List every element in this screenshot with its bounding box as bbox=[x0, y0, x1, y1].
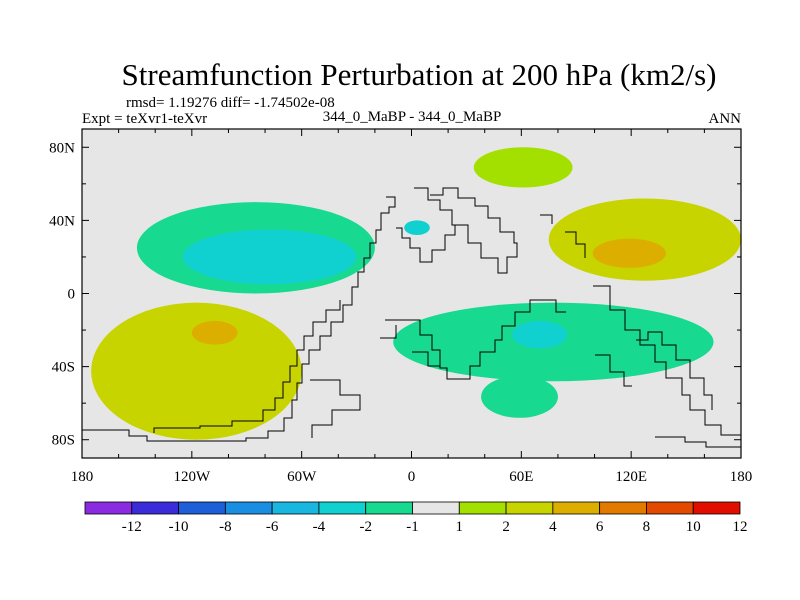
x-tick-label: 180 bbox=[71, 469, 94, 485]
colorbar-box bbox=[365, 501, 413, 515]
x-tick-label: 60E bbox=[509, 469, 533, 485]
axis-ticks bbox=[81, 129, 742, 458]
antarctica-coastline bbox=[655, 436, 741, 448]
colorbar-box bbox=[271, 501, 320, 515]
experiment-label: Expt = teXvr1-teXvr bbox=[82, 111, 207, 127]
colorbar-label: 1 bbox=[456, 519, 464, 535]
y-tick-label: 40N bbox=[49, 213, 75, 229]
colorbar: -12 -10 -8 -6 -4 -2 -1 1 2 4 6 8 10 12 bbox=[84, 501, 748, 535]
stats-label: rmsd= 1.19276 diff= -1.74502e-08 bbox=[126, 95, 335, 111]
colorbar-label: 12 bbox=[733, 519, 748, 535]
x-tick-label: 180 bbox=[730, 469, 753, 485]
colorbar-label: -8 bbox=[219, 519, 232, 535]
africa-coastline bbox=[385, 299, 566, 380]
south-america-interior bbox=[310, 379, 361, 438]
coastlines bbox=[82, 187, 741, 448]
contour-atlantic-negative-core bbox=[404, 220, 430, 236]
contour-south-pacific-core bbox=[191, 320, 238, 345]
colorbar-label: -6 bbox=[266, 519, 279, 535]
colorbar-label: 10 bbox=[686, 519, 701, 535]
colorbar-box bbox=[224, 501, 273, 515]
colorbar-box bbox=[412, 501, 460, 515]
x-tick-label: 120E bbox=[615, 469, 647, 485]
colorbar-box bbox=[178, 501, 226, 515]
australia-coastline bbox=[595, 331, 713, 410]
colorbar-label: -2 bbox=[359, 519, 372, 535]
eurasia-coastline bbox=[396, 187, 518, 274]
x-tick-label: 0 bbox=[408, 469, 416, 485]
contour-north-pacific-positive bbox=[548, 198, 741, 281]
americas-coastline bbox=[82, 196, 396, 442]
contour-south-pacific-positive bbox=[91, 302, 302, 440]
contour-south-atlantic-negative bbox=[481, 375, 558, 418]
case-label: 344_0_MaBP - 344_0_MaBP bbox=[323, 109, 502, 125]
colorbar-label: 8 bbox=[643, 519, 651, 535]
contour-south-indian-core bbox=[512, 320, 568, 349]
x-tick-label: 120W bbox=[173, 469, 211, 485]
contour-north-pacific-core bbox=[182, 229, 357, 285]
asia-east-coastline bbox=[540, 214, 741, 436]
y-tick-label: 40S bbox=[52, 360, 75, 376]
colorbar-label: -4 bbox=[313, 519, 326, 535]
colorbar-label: -1 bbox=[406, 519, 419, 535]
colorbar-label: 2 bbox=[502, 519, 510, 535]
axis-labels: 180 120W 60W 0 60E 120E 180 80N 40N 0 40S 80S bbox=[49, 140, 752, 485]
colorbar-label: -10 bbox=[169, 519, 189, 535]
colorbar-box bbox=[318, 501, 367, 515]
y-tick-label: 80N bbox=[49, 140, 75, 156]
contour-fields bbox=[91, 147, 741, 440]
chart-title: Streamfunction Perturbation at 200 hPa (… bbox=[122, 57, 717, 92]
colorbar-label: 6 bbox=[596, 519, 604, 535]
colorbar-box bbox=[131, 501, 179, 515]
colorbar-label: -12 bbox=[122, 519, 142, 535]
west-africa-inner bbox=[380, 325, 440, 367]
y-tick-label: 80S bbox=[52, 433, 75, 449]
colorbar-label: 4 bbox=[549, 519, 557, 535]
south-america-west-coastline bbox=[153, 300, 341, 433]
colorbar-box bbox=[692, 501, 741, 515]
season-label: ANN bbox=[709, 111, 742, 127]
contour-north-pacific-positive-core bbox=[592, 238, 666, 268]
colorbar-box bbox=[505, 501, 554, 515]
colorbar-box bbox=[599, 501, 647, 515]
contour-siberia-positive bbox=[473, 147, 573, 188]
colorbar-box bbox=[646, 501, 694, 515]
colorbar-box bbox=[458, 501, 507, 515]
colorbar-box bbox=[84, 501, 133, 515]
colorbar-box bbox=[552, 501, 601, 515]
map-plot bbox=[81, 128, 742, 459]
y-tick-label: 0 bbox=[68, 287, 76, 303]
x-tick-label: 60W bbox=[287, 469, 317, 485]
